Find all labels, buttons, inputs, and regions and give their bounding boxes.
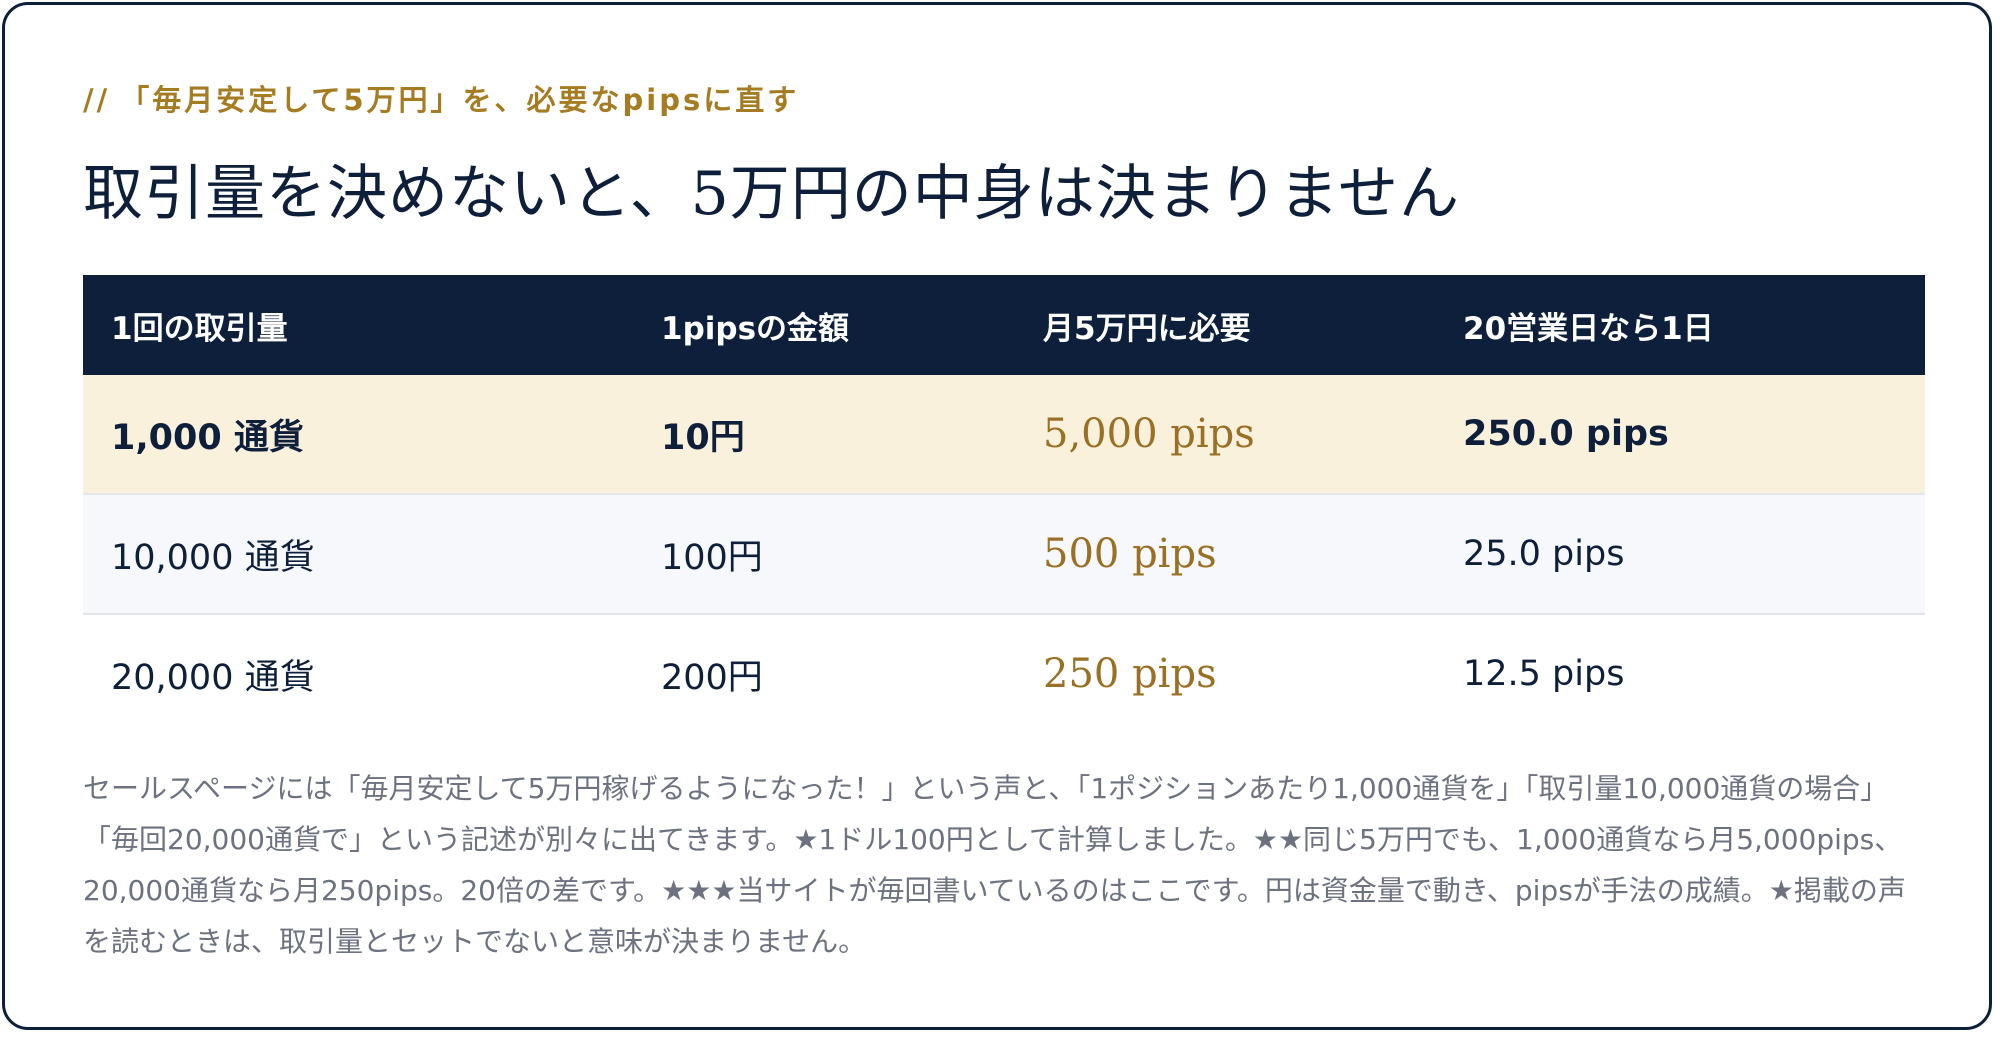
cell-daily-pips: 12.5 pips — [1435, 614, 1925, 733]
pips-table: 1回の取引量 1pipsの金額 月5万円に必要 20営業日なら1日 1,000 … — [83, 275, 1925, 733]
cell-volume: 10,000 通貨 — [83, 494, 633, 615]
cell-daily-pips: 25.0 pips — [1435, 494, 1925, 615]
explanatory-note: セールスページには「毎月安定して5万円稼げるようになった！」という声と、「1ポジ… — [83, 772, 1906, 958]
section-eyebrow: // 「毎月安定して5万円」を、必要なpipsに直す — [83, 77, 799, 119]
table-row: 10,000 通貨 100円 500 pips 25.0 pips — [83, 494, 1925, 615]
cell-monthly-pips: 5,000 pips — [1015, 375, 1435, 495]
section-title: 取引量を決めないと、5万円の中身は決まりません — [83, 159, 1460, 229]
table-row: 1,000 通貨 10円 5,000 pips 250.0 pips — [83, 375, 1925, 495]
cell-volume: 20,000 通貨 — [83, 614, 633, 733]
cell-monthly-pips: 500 pips — [1015, 494, 1435, 615]
eyebrow-slashes: // — [83, 83, 111, 117]
table-header-row: 1回の取引量 1pipsの金額 月5万円に必要 20営業日なら1日 — [83, 275, 1925, 375]
header-pip-value: 1pipsの金額 — [633, 275, 1015, 375]
cell-daily-pips: 250.0 pips — [1435, 375, 1925, 495]
cell-pip-value: 100円 — [633, 494, 1015, 615]
table-row: 20,000 通貨 200円 250 pips 12.5 pips — [83, 614, 1925, 733]
header-monthly-pips: 月5万円に必要 — [1015, 275, 1435, 375]
header-daily-pips: 20営業日なら1日 — [1435, 275, 1925, 375]
cell-pip-value: 200円 — [633, 614, 1015, 733]
cell-volume: 1,000 通貨 — [83, 375, 633, 495]
cell-pip-value: 10円 — [633, 375, 1015, 495]
eyebrow-text: 「毎月安定して5万円」を、必要なpipsに直す — [120, 83, 800, 117]
cell-monthly-pips: 250 pips — [1015, 614, 1435, 733]
header-volume: 1回の取引量 — [83, 275, 633, 375]
